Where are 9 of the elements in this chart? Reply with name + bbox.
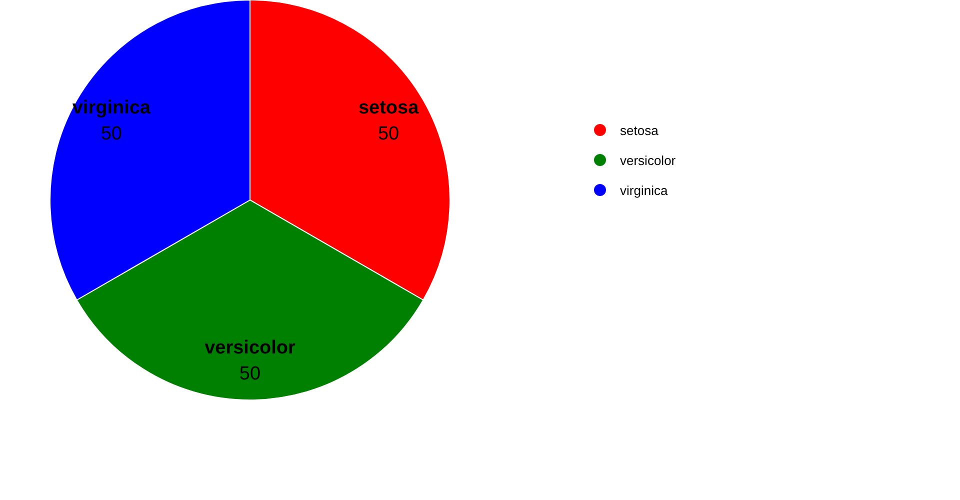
legend-label: setosa	[620, 122, 658, 138]
legend-label: virginica	[620, 182, 668, 198]
slice-label: setosa	[358, 98, 420, 118]
data-label: 50	[100, 124, 122, 144]
slice-label: virginica	[72, 98, 151, 118]
data-label: 50	[378, 124, 400, 144]
data-label: 50	[239, 364, 261, 384]
legend-label: versicolor	[620, 152, 676, 168]
slice-label: versicolor	[204, 338, 296, 358]
